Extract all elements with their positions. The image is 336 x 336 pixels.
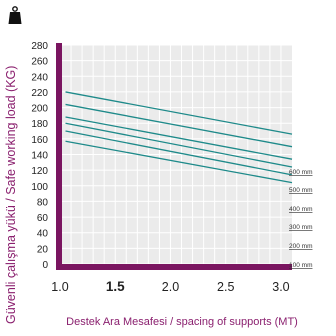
series-line — [65, 130, 293, 176]
series-line — [65, 91, 293, 135]
y-tick-label: 240 — [31, 72, 48, 83]
y-axis-title: Güvenli çalışma yükü / Safe working load… — [4, 66, 18, 324]
legend-label: 100 mm — [289, 262, 312, 269]
y-tick-label: 280 — [31, 41, 48, 52]
legend: 600 mm 500 mm 400 mm 300 mm 200 mm 100 mm — [289, 169, 312, 269]
weight-icon — [8, 6, 22, 24]
grid — [60, 44, 292, 265]
legend-label: 500 mm — [289, 187, 312, 194]
x-axis-title: Destek Ara Mesafesi / spacing of support… — [66, 316, 298, 328]
series-line — [65, 103, 293, 148]
x-axis-bar — [56, 264, 292, 270]
y-tick-label: 0 — [42, 260, 48, 271]
y-tick-label: 120 — [31, 166, 48, 177]
y-tick-label: 260 — [31, 57, 48, 68]
legend-label: 400 mm — [289, 206, 312, 213]
legend-label: 600 mm — [289, 169, 312, 176]
y-tick-label: 200 — [31, 104, 48, 115]
series-group — [65, 91, 293, 184]
y-tick-label: 40 — [37, 229, 49, 240]
legend-label: 200 mm — [289, 243, 312, 250]
y-tick-label: 140 — [31, 151, 48, 162]
x-tick-label: 3.0 — [272, 280, 289, 294]
y-tick-label: 180 — [31, 119, 48, 130]
x-tick-labels: 1.0 1.5 2.0 2.5 3.0 — [51, 279, 289, 294]
y-tick-label: 100 — [31, 182, 48, 193]
series-line — [65, 116, 293, 160]
y-tick-label: 220 — [31, 88, 48, 99]
y-tick-labels: 0 20 40 60 80 100 120 140 160 180 200 220 240 260 280 — [31, 41, 48, 271]
legend-label: 300 mm — [289, 224, 312, 231]
y-tick-label: 60 — [37, 213, 49, 224]
x-tick-label: 2.0 — [162, 280, 179, 294]
y-tick-label: 20 — [37, 244, 49, 255]
y-tick-label: 160 — [31, 135, 48, 146]
series-line — [65, 140, 293, 184]
y-axis-bar — [56, 43, 62, 270]
y-tick-label: 80 — [37, 197, 49, 208]
x-tick-label: 1.5 — [106, 279, 125, 294]
x-tick-label: 2.5 — [217, 280, 234, 294]
series-line — [65, 122, 293, 168]
x-tick-label: 1.0 — [51, 280, 68, 294]
